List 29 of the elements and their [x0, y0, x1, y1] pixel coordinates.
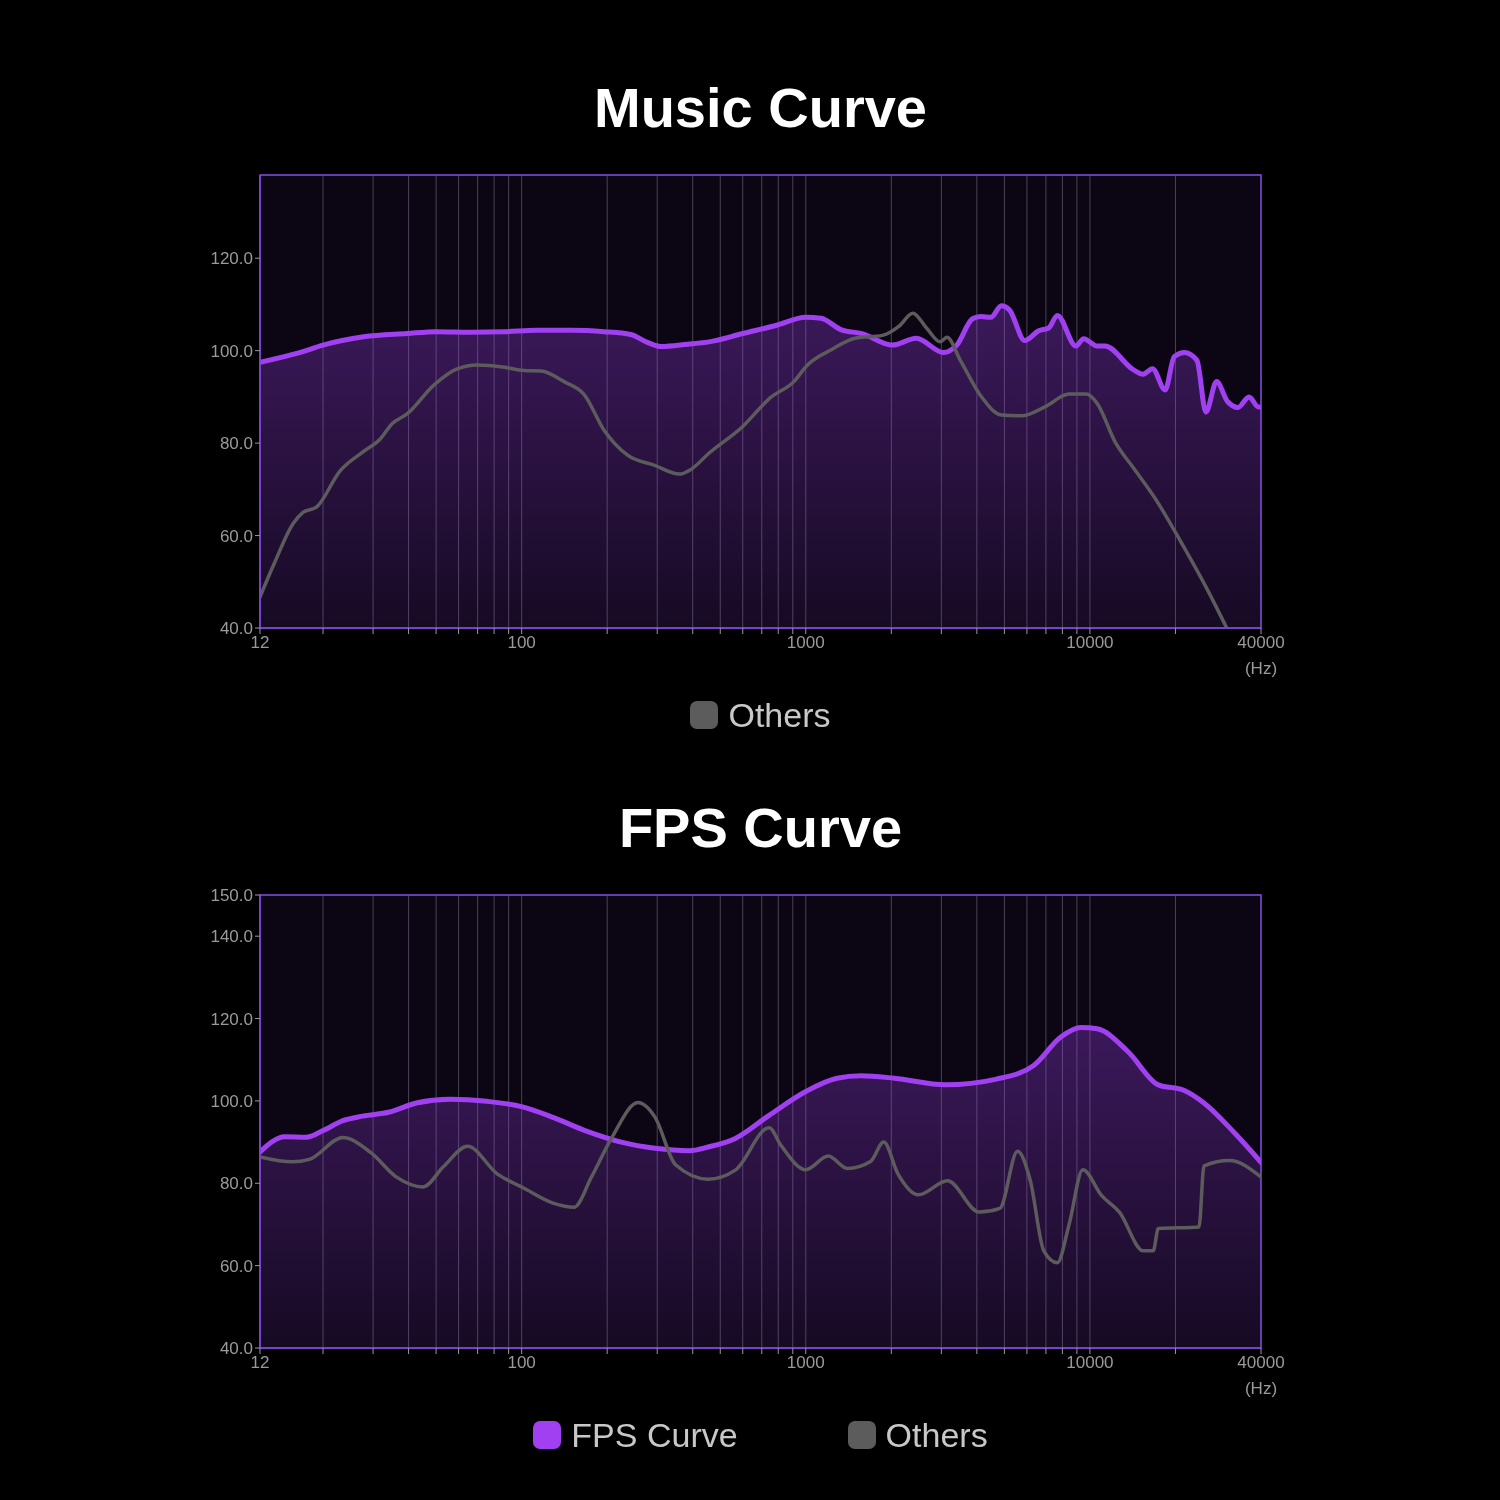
- x-tick-label: 10000: [1066, 1353, 1114, 1373]
- y-tick-label: 40.0: [219, 619, 253, 639]
- y-tick-label: 140.0: [210, 927, 253, 947]
- legend-label: Others: [728, 695, 831, 735]
- y-tick-label: 150.0: [210, 886, 253, 906]
- chart-title: FPS Curve: [617, 795, 904, 861]
- y-tick-label: 60.0: [219, 526, 253, 546]
- x-tick-label: 10000: [1066, 633, 1114, 653]
- y-tick-label: 60.0: [219, 1256, 253, 1276]
- legend-label: FPS Curve: [571, 1415, 738, 1455]
- y-tick-label: 100.0: [210, 1091, 253, 1111]
- x-tick-label: 12: [250, 1353, 270, 1373]
- y-tick-label: 100.0: [210, 341, 253, 361]
- legend-label: Others: [885, 1415, 988, 1455]
- y-tick-label: 80.0: [219, 434, 253, 454]
- x-axis-title: (Hz): [1244, 1379, 1278, 1398]
- x-tick-label: 12: [250, 633, 270, 653]
- y-tick-label: 120.0: [210, 1009, 253, 1029]
- y-tick-label: 40.0: [219, 1339, 253, 1359]
- x-tick-label: 40000: [1237, 1353, 1285, 1373]
- x-axis-title: (Hz): [1244, 659, 1278, 678]
- x-tick-label: 1000: [786, 633, 825, 653]
- x-tick-label: 40000: [1237, 633, 1285, 653]
- x-tick-label: 100: [507, 633, 536, 653]
- x-tick-label: 1000: [786, 1353, 825, 1373]
- y-tick-label: 80.0: [219, 1174, 253, 1194]
- y-tick-label: 120.0: [210, 249, 253, 269]
- chart-title: Music Curve: [593, 75, 928, 141]
- x-tick-label: 100: [507, 1353, 536, 1373]
